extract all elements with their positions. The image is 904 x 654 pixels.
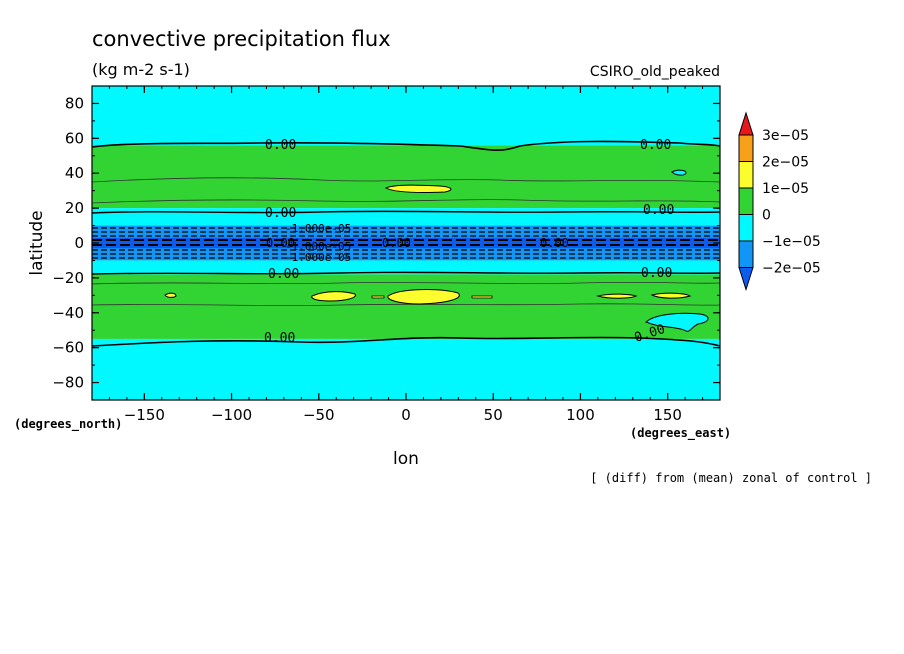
contour-label: 0.00 [266,236,295,250]
contour-label: 0.00 [268,267,299,282]
y-tick-label: 20 [65,199,84,217]
y-units-label: (degrees_north) [14,417,122,432]
x-tick-label: −50 [303,406,335,424]
colorbar-label: 1e−05 [762,181,809,197]
yellow-blob-south-6 [371,295,385,299]
yellow-blob-south-2 [387,289,460,305]
chart-title: convective precipitation flux [92,27,391,51]
value-band [92,145,720,209]
yellow-blob-south-1 [311,291,356,302]
contour-label: 0.00 [382,236,411,250]
contour-line-south-lower [91,336,721,347]
colorbar-label: −1e−05 [762,234,821,250]
colorbar-segment [738,214,754,242]
contour-label: -1.000e-05 [285,240,351,253]
y-tick-label: −40 [52,304,84,322]
colorbar-segment [738,187,754,215]
yellow-blob-south-3 [164,292,177,298]
contour-features [91,140,721,347]
yellow-blob-south-5 [650,292,692,299]
y-tick-label: −20 [52,269,84,287]
yellow-blob-south-4 [596,293,638,299]
contour-label: 0.00 [641,266,672,281]
contour-line-north-upper [91,140,721,151]
contour-line-north-lower [91,210,721,214]
contour-label: 0.00 [265,206,296,221]
value-band [92,260,720,275]
colorbar-segment [738,161,754,189]
chart-units: (kg m-2 s-1) [92,60,190,79]
y-tick-label: −60 [52,339,84,357]
value-band [92,237,720,249]
colorbar-bottom-arrow [738,267,754,292]
contour-label: -1.000e-05 [285,251,351,264]
contour-label: 0.00 [640,138,671,153]
colorbar-label: 3e−05 [762,128,809,144]
y-tick-label: 0 [74,234,84,252]
colorbar-top-arrow [738,111,754,136]
colorbar-label: 0 [762,208,771,224]
x-tick-label: 50 [484,406,503,424]
contour-line-south-inner2 [91,303,721,306]
contour-label: 0.00 [540,236,569,250]
x-tick-label: −100 [211,406,252,424]
x-tick-label: 100 [566,406,595,424]
yellow-blob-north [384,184,452,193]
colorbar-label: 2e−05 [762,155,809,171]
cyan-blob-north [671,169,687,176]
model-name: CSIRO_old_peaked [590,64,720,80]
value-band [92,86,720,146]
contour-labels: 0.00 0.00 0.00 0.00 0.00 0.00 0.00 0.00 … [264,138,674,346]
value-band [92,274,720,339]
footnote: [ (diff) from (mean) zonal of control ] [590,471,872,485]
contour-label: 0.00 [265,138,296,153]
contour-line-north-inner2 [91,199,721,204]
y-tick-label: 80 [65,94,84,112]
cyan-blob-south [645,312,709,332]
y-tick-label: 60 [65,129,84,147]
x-tick-label: 150 [653,406,682,424]
yellow-blob-south-7 [471,295,493,299]
x-units-label: (degrees_east) [630,426,731,441]
contour-line-south-inner [91,281,721,285]
contour-label: -1.000e-05 [285,222,351,235]
plot-area: 0.00 0.00 0.00 0.00 0.00 0.00 0.00 0.00 … [52,85,721,424]
colorbar-segment [738,134,754,162]
equator-dashed-contours [92,227,720,259]
colorbar-segment [738,240,754,268]
x-axis-label: lon [393,449,419,469]
contour-label: 0.00 [643,203,674,218]
y-tick-label: −80 [52,374,84,392]
y-tick-label: 40 [65,164,84,182]
contour-line-north-inner [91,177,721,183]
value-band [92,338,720,400]
contour-label: 0.00 [264,331,295,346]
x-tick-label: −150 [124,406,165,424]
contour-line-south-upper [91,271,721,275]
x-tick-label: 0 [401,406,411,424]
colorbar: 3e−05 2e−05 1e−05 0 −1e−05 −2e−05 [738,111,821,292]
y-axis-label: latitude [27,210,47,275]
colorbar-label: −2e−05 [762,261,821,277]
